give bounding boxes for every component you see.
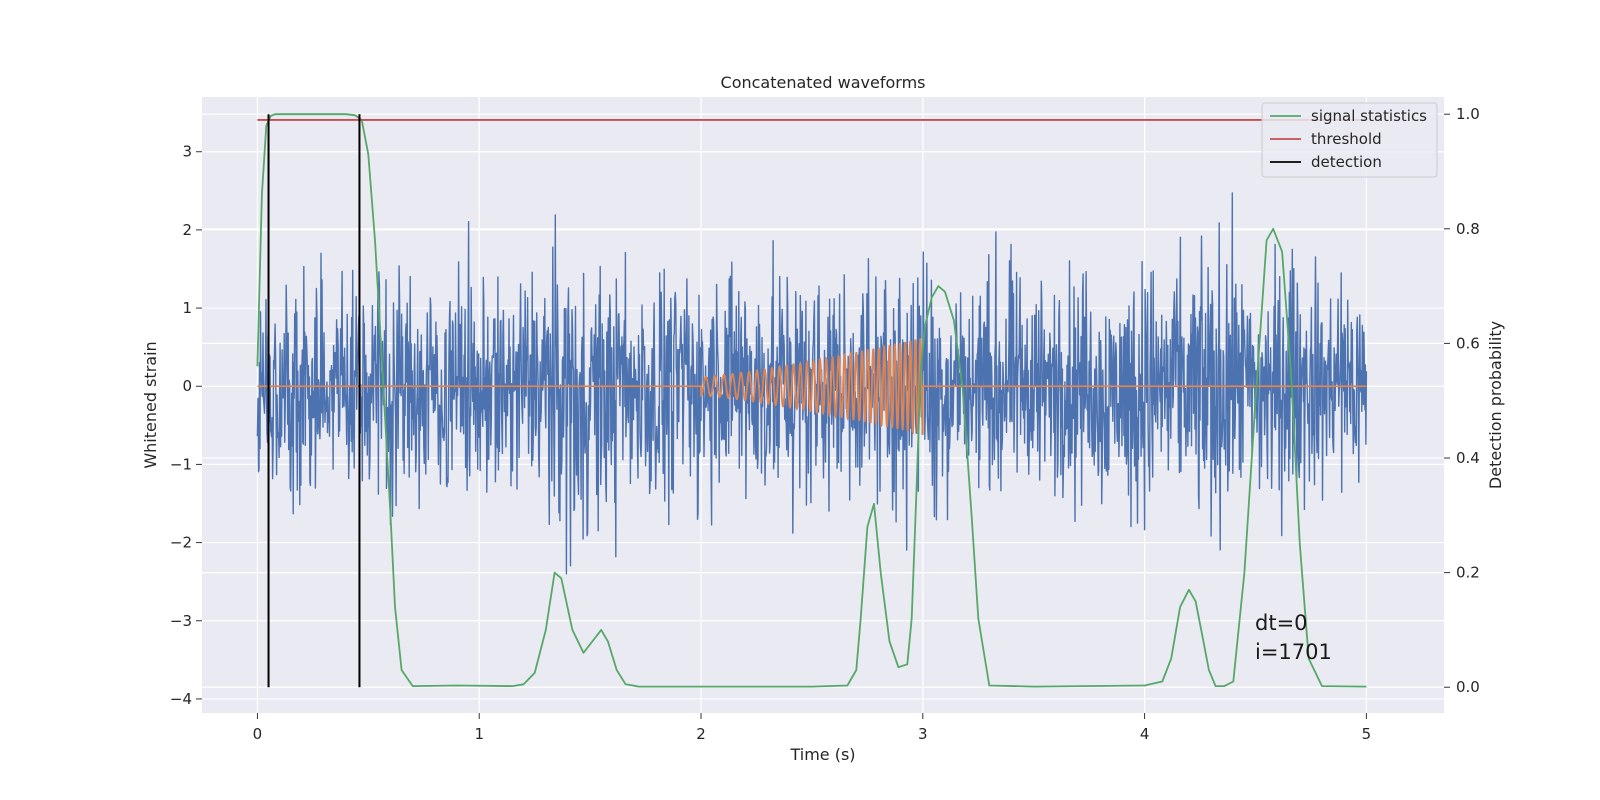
y-axis-label-right: Detection probability (1486, 321, 1505, 489)
x-tick-label: 3 (918, 725, 928, 743)
y-tick-label: 3 (182, 143, 192, 161)
x-tick-label: 0 (253, 725, 263, 743)
plot-area (256, 113, 1368, 688)
tick-labels: 0 1 2 3 4 5 −4 −3 −2 −1 0 1 2 3 0.0 0.2 0.4 0.6 0.8 1.0 (170, 105, 1480, 743)
x-tick-label: 1 (474, 725, 484, 743)
x-tick-label: 5 (1362, 725, 1372, 743)
y-right-tick-label: 0.8 (1456, 220, 1480, 238)
y-right-tick-label: 0.6 (1456, 334, 1480, 352)
y-axis-label: Whitened strain (141, 341, 160, 468)
x-tick-label: 4 (1140, 725, 1150, 743)
x-axis-label: Time (s) (789, 745, 855, 764)
y-right-tick-label: 1.0 (1456, 105, 1480, 123)
y-right-tick-label: 0.2 (1456, 564, 1480, 582)
y-tick-label: 2 (182, 221, 192, 239)
legend-label-signal-statistics: signal statistics (1311, 107, 1427, 125)
chart-title: Concatenated waveforms (721, 73, 926, 92)
y-tick-label: −2 (170, 534, 192, 552)
legend: signal statistics threshold detection (1261, 102, 1438, 178)
y-tick-label: 1 (182, 299, 192, 317)
y-tick-label: −1 (170, 455, 192, 473)
x-tick-label: 2 (696, 725, 706, 743)
y-tick-label: 0 (182, 377, 192, 395)
y-tick-label: −3 (170, 612, 192, 630)
legend-label-threshold: threshold (1311, 130, 1382, 148)
injected-waveform-series (257, 338, 1367, 435)
y-right-tick-label: 0.0 (1456, 678, 1480, 696)
y-right-tick-label: 0.4 (1456, 449, 1480, 467)
legend-label-detection: detection (1311, 153, 1382, 171)
annotation-dt: dt=0 (1255, 611, 1308, 635)
annotation-index: i=1701 (1255, 640, 1332, 664)
legend-box (1261, 102, 1438, 178)
annotation: dt=0 i=1701 (1255, 611, 1332, 664)
y-tick-label: −4 (170, 690, 192, 708)
signal-statistics-line (256, 113, 1367, 688)
